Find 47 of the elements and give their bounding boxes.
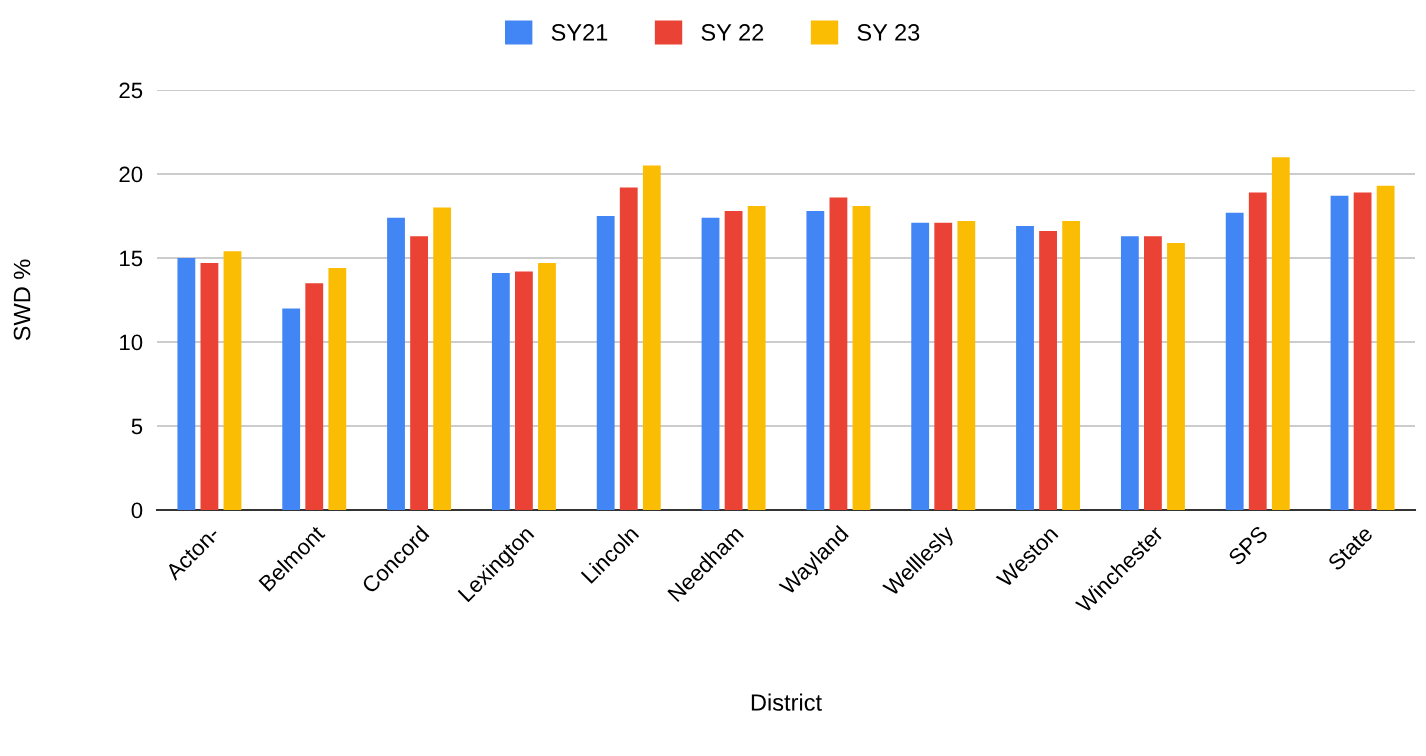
y-tick-label: 20: [119, 166, 143, 183]
bar: [1330, 195, 1349, 510]
bar: [282, 308, 301, 510]
bar: [387, 217, 405, 510]
y-tick-label: 25: [119, 82, 143, 99]
bar: [1062, 221, 1081, 510]
bar: [934, 222, 953, 510]
bar: [1353, 192, 1372, 510]
bar: [491, 273, 510, 510]
bar: [724, 210, 743, 510]
legend-label: SY21: [551, 24, 608, 41]
bar: [1016, 226, 1034, 510]
bar: [829, 197, 848, 510]
y-tick-label: 5: [131, 418, 143, 435]
bar: [957, 221, 976, 510]
bar: [619, 187, 638, 510]
bar: [596, 216, 615, 510]
bar: [1144, 236, 1162, 510]
bar: [642, 165, 661, 510]
bar: [410, 236, 428, 510]
bar: [177, 258, 196, 510]
bar: [747, 205, 766, 510]
y-axis-title: SWD %: [13, 259, 31, 341]
bar: [1039, 231, 1057, 510]
legend-label: SY 22: [701, 24, 764, 41]
y-tick-label: 0: [131, 502, 143, 519]
bar: [1376, 185, 1395, 510]
bar: [1271, 157, 1290, 510]
legend-label: SY 23: [857, 24, 920, 41]
bar: [911, 222, 930, 510]
bar: [1225, 212, 1244, 510]
bar: [1167, 242, 1185, 510]
bar: [328, 268, 347, 510]
bar: [1120, 236, 1139, 510]
bar: [223, 251, 242, 510]
bar: [806, 210, 825, 510]
x-axis-title: District: [751, 693, 822, 711]
bar: [701, 217, 720, 510]
bar: [852, 205, 871, 510]
y-tick-label: 15: [120, 250, 143, 267]
y-tick-label: 10: [120, 334, 143, 351]
bar: [200, 263, 219, 510]
bar: [538, 263, 556, 510]
bar: [305, 283, 324, 510]
bar: [515, 271, 533, 510]
bar: [433, 207, 452, 510]
bar: [1248, 192, 1267, 510]
